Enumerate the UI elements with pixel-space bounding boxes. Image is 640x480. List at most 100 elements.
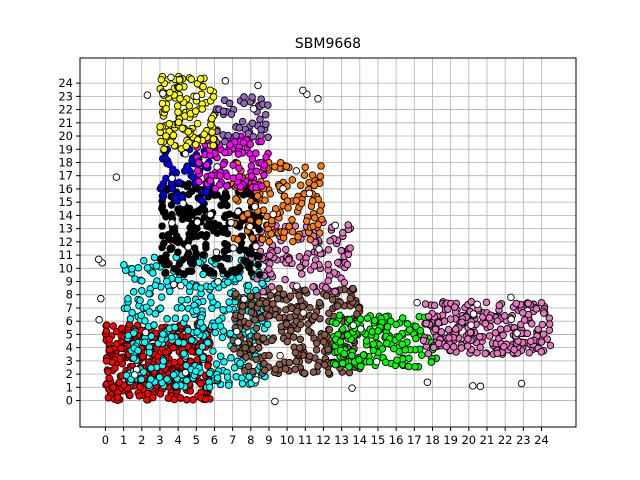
data-point: [240, 295, 248, 303]
data-point: [248, 119, 257, 128]
data-point: [174, 338, 183, 347]
data-point: [253, 332, 262, 340]
data-point: [411, 362, 419, 371]
x-tick-label: 14: [352, 433, 367, 447]
data-point: [434, 319, 443, 327]
data-point: [184, 243, 193, 251]
data-point: [513, 329, 521, 337]
data-point: [200, 263, 209, 272]
data-point: [473, 300, 481, 309]
data-point: [310, 262, 319, 270]
data-point: [158, 222, 166, 230]
data-point: [223, 254, 232, 263]
data-point: [418, 351, 426, 359]
data-point: [156, 255, 165, 264]
data-point: [218, 200, 227, 209]
data-point: [211, 255, 219, 263]
data-point: [310, 214, 319, 222]
data-point: [301, 259, 310, 267]
data-point: [265, 237, 273, 246]
data-point: [254, 261, 262, 269]
data-point: [156, 390, 165, 398]
data-point: [253, 192, 262, 200]
data-point: [357, 325, 365, 333]
x-tick-label: 3: [156, 433, 163, 447]
data-point: [295, 253, 304, 261]
data-point: [175, 178, 184, 187]
data-point: [343, 331, 352, 339]
data-point: [164, 230, 173, 239]
data-point: [182, 376, 191, 385]
data-point: [451, 303, 459, 311]
data-point: [149, 269, 157, 277]
data-point: [177, 281, 185, 290]
data-point: [138, 287, 146, 295]
data-point: [276, 158, 285, 167]
data-point: [218, 333, 227, 342]
data-point: [280, 228, 288, 236]
x-tick-label: 22: [498, 433, 513, 447]
data-point: [306, 235, 315, 244]
data-point: [246, 222, 254, 231]
data-point: [264, 133, 272, 142]
data-point: [208, 304, 216, 313]
data-point: [255, 225, 263, 234]
data-point: [496, 325, 505, 333]
data-point: [245, 319, 253, 328]
data-point: [431, 325, 440, 334]
data-point: [419, 336, 428, 345]
data-point: [135, 392, 144, 400]
data-point: [219, 306, 227, 314]
data-point: [236, 359, 244, 367]
data-point: [218, 266, 227, 275]
data-point: [177, 304, 186, 312]
data-point: [546, 341, 555, 350]
data-point: [324, 368, 333, 377]
data-point: [223, 182, 231, 190]
data-point: [540, 309, 548, 317]
data-point: [260, 171, 268, 179]
data-point: [170, 264, 179, 273]
data-point: [94, 255, 103, 264]
data-point: [161, 154, 170, 163]
data-point: [179, 270, 188, 278]
data-point: [224, 278, 232, 286]
data-point: [332, 319, 340, 328]
data-point: [176, 394, 185, 402]
data-point: [346, 244, 354, 252]
data-point: [427, 358, 436, 366]
data-point: [227, 268, 236, 276]
data-point: [134, 346, 142, 355]
data-point: [255, 271, 264, 279]
data-point: [467, 321, 475, 329]
data-point: [537, 348, 545, 356]
data-point: [346, 294, 355, 303]
data-point: [446, 315, 455, 323]
chart-title: SBM9668: [295, 36, 361, 52]
plot-frame: [79, 57, 577, 428]
data-point: [500, 312, 509, 320]
x-tick-label: 12: [316, 433, 331, 447]
data-point: [147, 298, 155, 307]
data-point: [167, 73, 175, 82]
data-point: [174, 118, 183, 127]
data-point: [238, 117, 247, 126]
data-point: [251, 316, 259, 324]
data-point: [204, 338, 212, 347]
data-point: [234, 150, 243, 158]
data-point: [221, 137, 229, 146]
data-point: [230, 345, 238, 353]
data-point: [512, 299, 520, 308]
data-point: [348, 351, 356, 360]
data-point: [163, 375, 171, 383]
data-point: [314, 220, 322, 229]
data-point: [227, 218, 235, 227]
data-point: [165, 120, 174, 128]
data-point: [234, 338, 242, 346]
data-point: [299, 86, 307, 95]
data-point: [158, 99, 167, 108]
data-point: [495, 301, 504, 310]
x-tick-label: 0: [102, 433, 109, 447]
data-point: [199, 82, 207, 91]
data-point: [282, 162, 291, 171]
